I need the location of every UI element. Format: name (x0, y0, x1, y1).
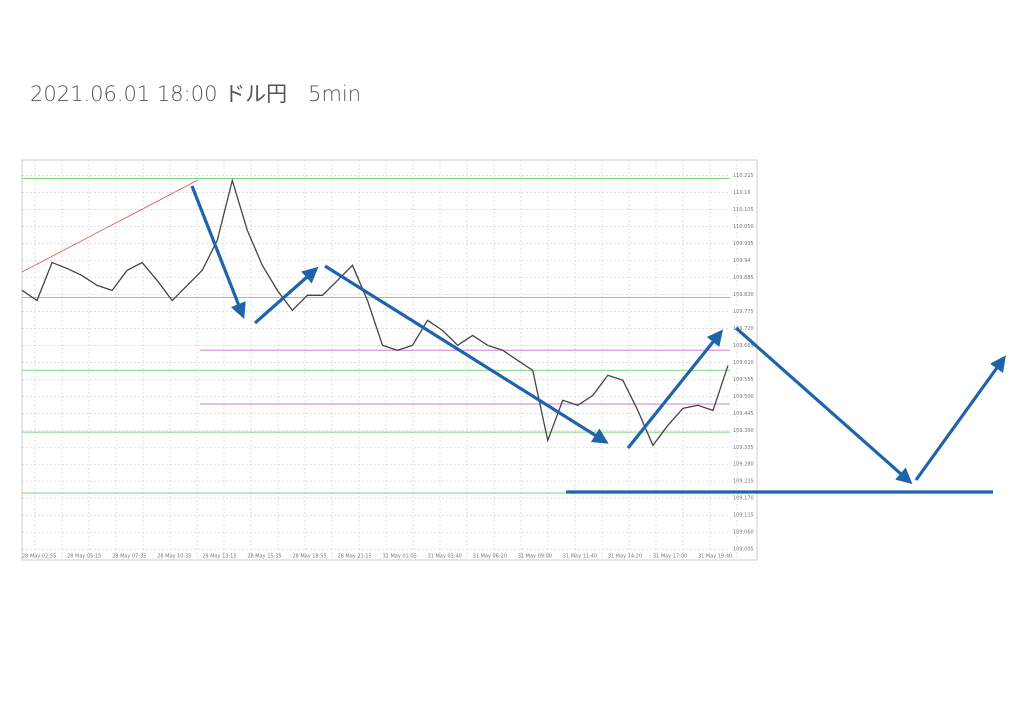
arrow (190, 185, 246, 319)
y-tick-label: 109.610 (733, 360, 754, 366)
x-tick-label: 28 May 15:35 (247, 554, 281, 560)
y-tick-label: 109.445 (733, 411, 754, 417)
x-tick-label: 31 May 14:20 (608, 554, 642, 560)
y-tick-label: 110.105 (733, 207, 754, 213)
y-tick-label: 109.060 (733, 530, 754, 536)
y-tick-label: 109.280 (733, 462, 754, 468)
y-tick-label: 109.335 (733, 445, 754, 451)
x-tick-label: 28 May 05:15 (67, 554, 101, 560)
y-tick-label: 109.005 (733, 547, 754, 553)
x-tick-label: 28 May 18:55 (292, 554, 326, 560)
x-tick-label: 31 May 09:00 (518, 554, 552, 560)
y-tick-label: 110.16 (733, 190, 751, 196)
y-tick-label: 109.115 (733, 513, 754, 519)
x-tick-label: 28 May 13:15 (202, 554, 236, 560)
y-tick-label: 110.050 (733, 224, 754, 230)
y-tick-label: 109.665 (733, 343, 754, 349)
y-tick-label: 109.720 (733, 326, 754, 332)
x-tick-label: 31 May 06:20 (473, 554, 507, 560)
x-tick-label: 31 May 03:40 (428, 554, 462, 560)
arrow (253, 266, 319, 325)
x-tick-label: 31 May 11:40 (563, 554, 597, 560)
x-tick-label: 28 May 10:35 (157, 554, 191, 560)
x-tick-label: 28 May 21:15 (337, 554, 371, 560)
y-tick-label: 109.555 (733, 377, 754, 383)
arrow (324, 264, 609, 444)
plot-frame (21, 159, 758, 561)
trend-line (21, 179, 199, 273)
arrow (734, 326, 913, 485)
y-tick-label: 110.215 (733, 173, 754, 179)
x-tick-label: 31 May 01:05 (383, 554, 417, 560)
x-tick-label: 28 May 02:55 (22, 554, 56, 560)
y-tick-label: 109.995 (733, 241, 754, 247)
y-tick-label: 109.830 (733, 292, 754, 298)
y-tick-label: 109.225 (733, 479, 754, 485)
price-line (21, 177, 729, 447)
y-tick-label: 109.390 (733, 428, 754, 434)
x-tick-label: 31 May 17:00 (653, 554, 687, 560)
x-tick-label: 31 May 19:40 (698, 554, 732, 560)
y-tick-label: 109.500 (733, 394, 754, 400)
y-tick-label: 109.885 (733, 275, 754, 281)
arrow (914, 355, 1006, 481)
chart-title: 2021.06.01 18:00 ドル円 5min (30, 82, 361, 106)
y-tick-label: 109.170 (733, 496, 754, 502)
y-tick-label: 109.775 (733, 309, 754, 315)
arrow (626, 329, 724, 450)
x-tick-label: 28 May 07:35 (112, 554, 146, 560)
y-tick-label: 109.94 (733, 258, 751, 264)
